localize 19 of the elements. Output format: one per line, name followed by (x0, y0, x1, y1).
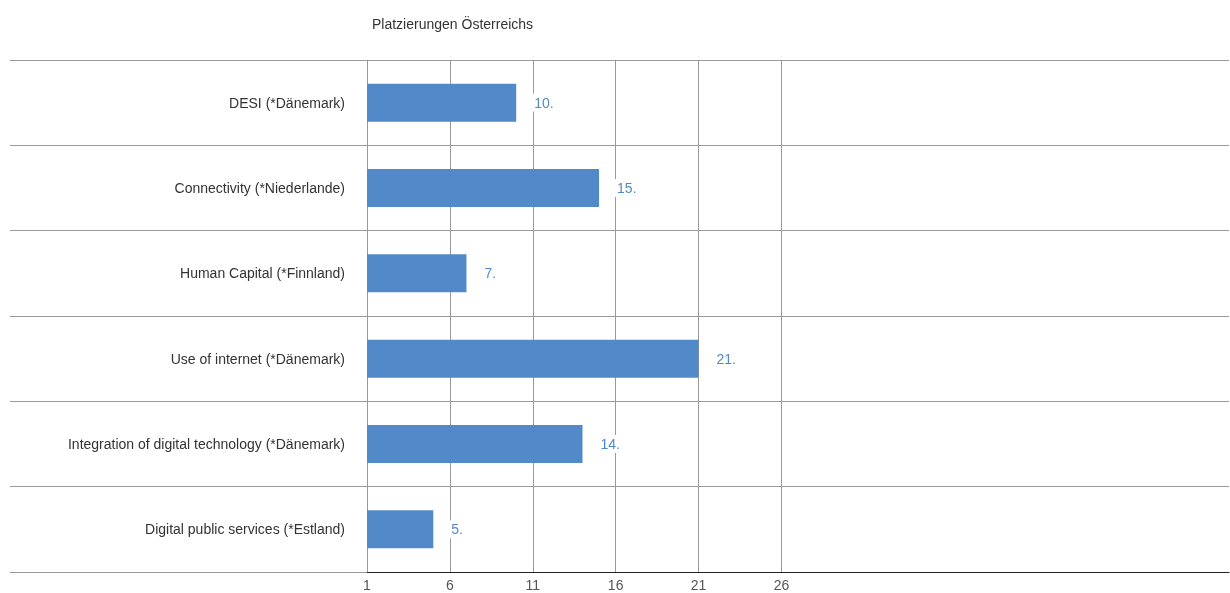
y-tick-label: Use of internet (*Dänemark) (170, 350, 345, 367)
y-tick-label: Digital public services (*Estland) (145, 521, 345, 538)
x-tick-label: 6 (445, 577, 454, 593)
data-label: 5. (451, 521, 463, 538)
data-label: 14. (600, 436, 620, 452)
x-tick-label: 21 (690, 577, 707, 593)
y-tick-label: Integration of digital technology (*Dänemark) (67, 436, 345, 452)
data-label: 7. (484, 265, 497, 282)
data-label: 21. (716, 350, 737, 367)
x-tick-label: 16 (607, 577, 624, 593)
data-label: 10. (534, 94, 554, 111)
x-tick-label: 11 (525, 577, 541, 593)
y-tick-label: Human Capital (*Finnland) (180, 265, 345, 282)
data-label: 15. (617, 180, 637, 196)
x-tick-label: 1 (363, 577, 372, 593)
y-tick-label: DESI (*Dänemark) (229, 94, 345, 111)
chart-title: Platzierungen Österreichs (372, 15, 534, 32)
x-tick-label: 26 (773, 577, 790, 593)
y-tick-label: Connectivity (*Niederlande) (174, 180, 345, 196)
